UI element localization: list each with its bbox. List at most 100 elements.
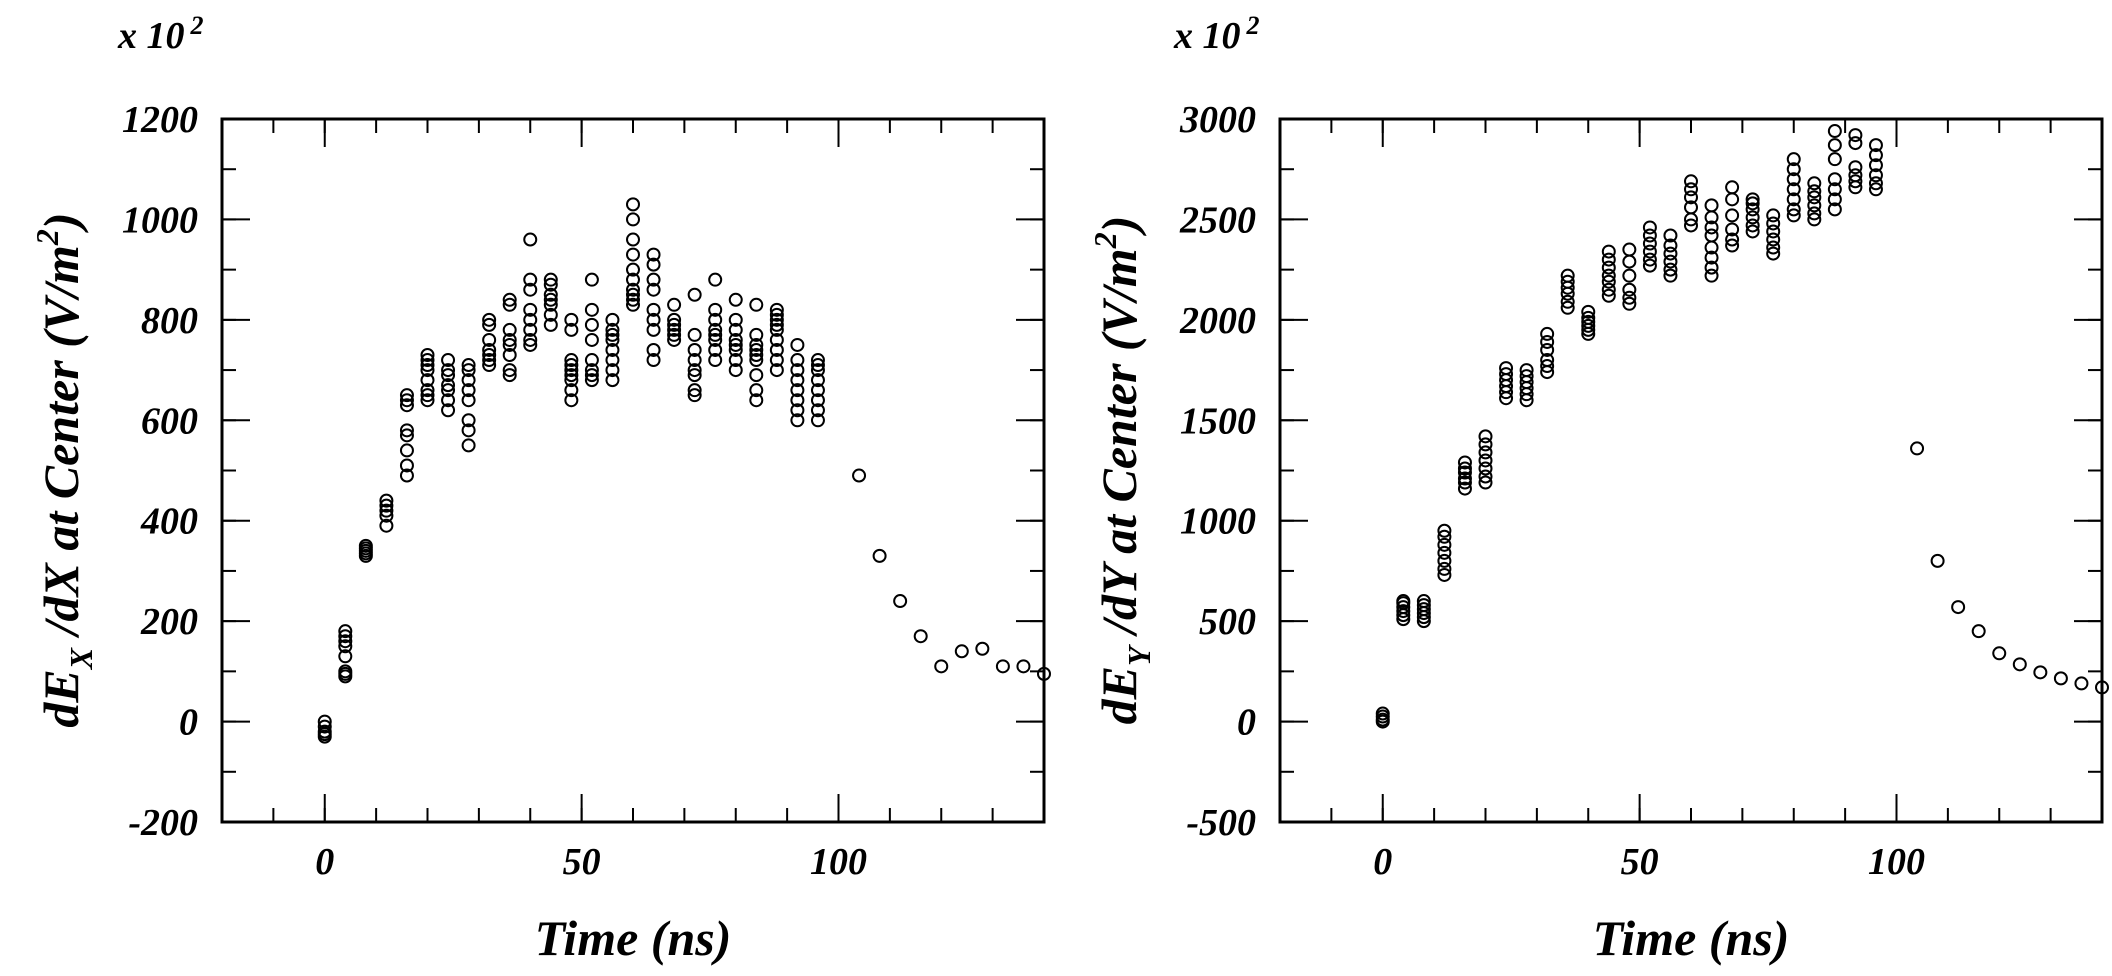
data-point	[605, 363, 620, 378]
data-point	[728, 363, 743, 378]
x-tick-label: 0	[1373, 841, 1392, 883]
data-point	[1478, 461, 1493, 476]
data-point	[379, 518, 394, 533]
data-point	[502, 292, 517, 307]
data-point	[420, 353, 435, 368]
data-point	[1725, 238, 1740, 253]
data-point	[1396, 600, 1411, 615]
data-point	[523, 272, 538, 287]
data-point	[1560, 294, 1575, 309]
data-point	[1684, 174, 1698, 189]
data-point	[1745, 196, 1760, 211]
data-point	[1745, 192, 1760, 207]
data-point	[708, 327, 723, 342]
data-point	[482, 332, 497, 347]
data-point	[1704, 260, 1719, 275]
data-point	[769, 317, 784, 332]
data-point	[749, 342, 764, 357]
data-point	[1457, 471, 1472, 486]
data-point	[810, 363, 825, 378]
data-point	[1663, 228, 1678, 243]
data-point	[379, 493, 394, 508]
data-point	[1868, 148, 1883, 163]
data-point	[1457, 465, 1472, 480]
data-point	[441, 363, 456, 378]
y-axis-ticks: -200 0 200 400 600 800 1000 1200	[122, 99, 1044, 844]
data-point	[543, 317, 558, 332]
data-point	[564, 312, 579, 327]
data-point	[934, 659, 949, 674]
x-axis-ticks: 0 50 100	[1279, 119, 2103, 883]
data-point	[502, 337, 517, 352]
y-tick-label: 800	[141, 300, 198, 342]
data-point	[646, 322, 661, 337]
data-point	[1478, 445, 1493, 460]
data-point	[1827, 138, 1842, 153]
data-point	[1601, 274, 1616, 289]
data-point	[810, 358, 825, 373]
data-point	[1725, 232, 1740, 247]
y-axis-ticks: -500 0 500 1000 1500 2000 2500 3000	[1179, 99, 2102, 844]
data-point	[543, 307, 558, 322]
data-point	[1622, 290, 1637, 305]
x-tick-label: 100	[810, 841, 867, 883]
x-tick-label: 50	[563, 841, 601, 883]
data-point	[667, 317, 682, 332]
data-point	[687, 368, 702, 383]
data-point	[1725, 208, 1740, 223]
data-point	[1540, 359, 1555, 374]
data-point	[1601, 244, 1616, 259]
data-point	[893, 594, 908, 609]
data-point	[605, 327, 620, 342]
data-point	[1663, 262, 1678, 277]
data-point	[1971, 624, 1986, 639]
data-point	[749, 353, 764, 368]
data-point	[399, 393, 414, 408]
data-point	[1478, 453, 1493, 468]
data-point	[1786, 182, 1801, 197]
data-point	[1519, 369, 1534, 384]
data-point	[1581, 318, 1596, 333]
data-point	[379, 503, 394, 518]
y-tick-label: 0	[179, 702, 198, 744]
data-point	[564, 322, 579, 337]
data-point	[626, 232, 640, 247]
data-point	[975, 641, 990, 656]
data-point	[749, 383, 764, 398]
data-point	[441, 403, 456, 418]
data-point	[1807, 198, 1822, 213]
data-point	[1663, 238, 1678, 253]
data-point	[1437, 567, 1452, 582]
y-tick-label: 2000	[1179, 300, 1256, 342]
data-point	[1848, 174, 1863, 189]
data-point	[358, 538, 373, 553]
data-point	[461, 393, 476, 408]
data-point	[1684, 200, 1698, 215]
data-point	[1766, 232, 1781, 247]
data-point	[1745, 210, 1760, 225]
data-point	[1910, 441, 1925, 456]
data-point	[523, 337, 538, 352]
data-point	[1622, 254, 1637, 269]
data-point	[1375, 706, 1390, 721]
data-point	[790, 413, 805, 428]
data-point	[1663, 254, 1678, 269]
data-point	[399, 423, 414, 438]
data-point	[461, 358, 476, 373]
data-point	[482, 317, 497, 332]
data-point	[687, 383, 702, 398]
data-point	[913, 629, 928, 644]
y-tick-label: 0	[1237, 702, 1256, 744]
data-point	[626, 272, 640, 287]
data-point	[1663, 268, 1678, 283]
data-point	[338, 634, 353, 649]
data-point	[358, 546, 373, 561]
data-point	[605, 353, 620, 368]
data-point	[1437, 523, 1452, 538]
data-point	[2053, 671, 2068, 686]
data-point	[461, 413, 476, 428]
data-point	[1786, 152, 1801, 167]
data-point	[1766, 246, 1781, 261]
data-point	[1827, 124, 1842, 139]
